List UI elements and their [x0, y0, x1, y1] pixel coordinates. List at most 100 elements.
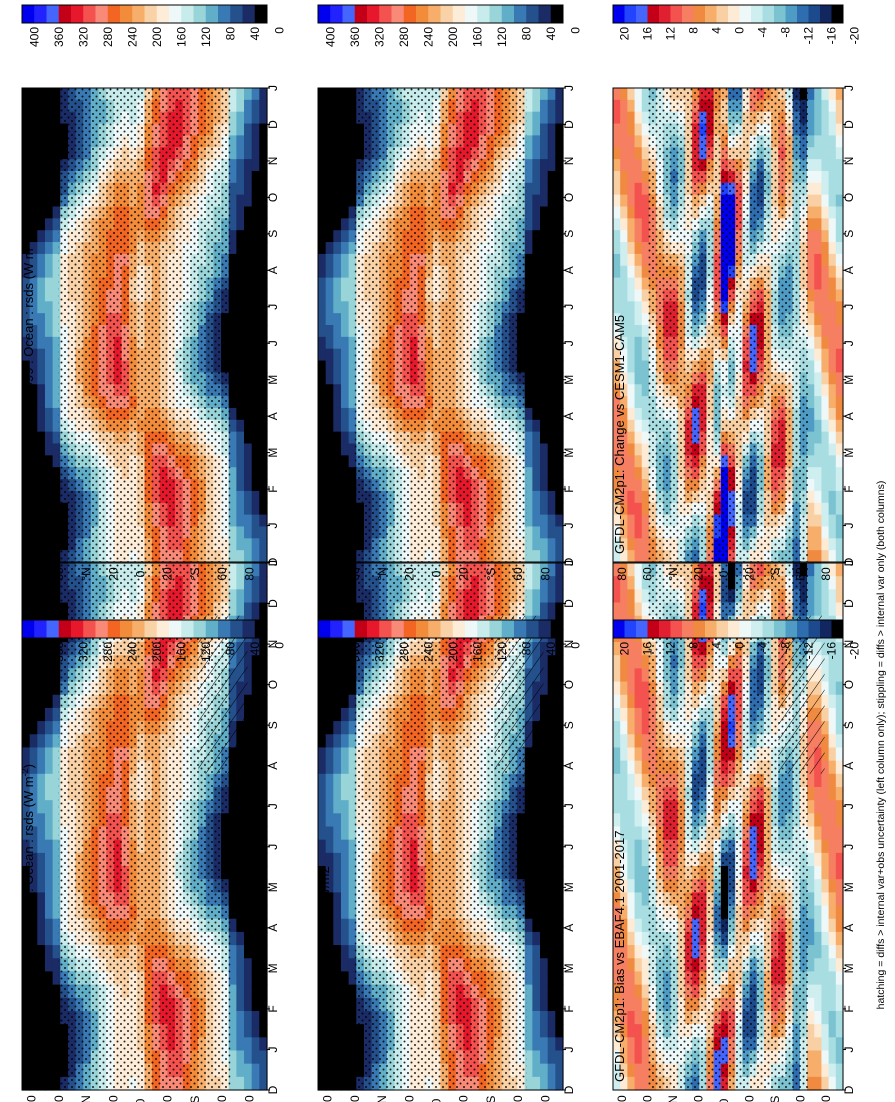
heat-cell	[333, 419, 342, 433]
heat-cell	[318, 372, 327, 385]
heat-cell	[37, 467, 46, 480]
heat-cell	[29, 526, 38, 539]
heat-cell	[228, 242, 237, 255]
heat-cell	[228, 253, 237, 267]
heat-cell	[236, 997, 245, 1012]
heat-cell	[259, 336, 268, 350]
heat-cell	[547, 563, 556, 577]
heat-cell	[52, 289, 61, 302]
heat-cell	[29, 958, 38, 973]
heat-cell	[236, 905, 245, 920]
heat-cell	[37, 1076, 46, 1091]
heat-cell	[340, 419, 350, 433]
heat-cell	[259, 681, 268, 696]
heat-cell	[348, 467, 357, 480]
heat-cell	[333, 443, 342, 456]
heat-cell	[251, 800, 260, 814]
heat-cell	[244, 1063, 253, 1078]
heat-cell	[340, 655, 350, 670]
heat-cell	[532, 852, 541, 867]
heat-cell	[524, 1037, 533, 1052]
heat-cell	[259, 984, 268, 999]
heat-cell	[244, 301, 253, 314]
heat-cell	[348, 576, 357, 590]
heat-cell	[540, 958, 549, 973]
heat-cell	[52, 336, 61, 350]
heat-cell	[251, 984, 260, 999]
heat-cell	[340, 289, 350, 302]
heat-cell	[325, 839, 334, 854]
heat-cell	[325, 88, 334, 101]
heat-cell	[318, 253, 327, 267]
month-tick-label: A	[562, 924, 576, 932]
heat-cell	[333, 931, 342, 946]
heat-cell	[318, 242, 327, 255]
lat-tick-label: °N	[375, 1095, 389, 1102]
heat-cell	[22, 997, 31, 1012]
heat-cell	[236, 918, 245, 933]
heat-cell	[251, 111, 260, 125]
heat-cell	[333, 135, 342, 148]
heat-cell	[37, 905, 46, 920]
heat-cell	[325, 502, 334, 516]
heat-cell	[236, 419, 245, 433]
heat-cell	[547, 813, 556, 828]
heat-cell	[524, 813, 533, 828]
heat-cell	[37, 707, 46, 722]
heat-cell	[547, 852, 556, 867]
heat-cell	[348, 1024, 357, 1038]
heat-cell	[228, 576, 237, 590]
heat-cell	[37, 514, 46, 528]
heat-cell	[29, 443, 38, 456]
heat-cell	[333, 668, 342, 683]
heat-cell	[318, 563, 327, 577]
heat-cell	[333, 348, 342, 362]
heat-cell	[29, 182, 38, 196]
heat-cell	[244, 170, 253, 184]
heat-cell	[340, 230, 350, 243]
heat-cell	[348, 800, 357, 814]
heat-cell	[228, 502, 237, 516]
heat-cell	[540, 786, 549, 801]
heat-cell	[251, 760, 260, 775]
heat-cell	[244, 879, 253, 893]
heat-cell	[29, 984, 38, 999]
heat-cell	[236, 931, 245, 946]
heat-cell	[22, 576, 31, 590]
heat-cell	[44, 325, 54, 338]
heat-cell	[29, 602, 38, 617]
heat-cell	[228, 277, 237, 291]
heat-cell	[22, 971, 31, 986]
heat-cell	[52, 313, 61, 326]
heat-cell	[325, 301, 334, 314]
heat-cell	[318, 384, 327, 397]
heat-cell	[29, 313, 38, 326]
heat-cell	[236, 879, 245, 893]
heat-cell	[325, 419, 334, 433]
lat-tick-label: 20	[402, 1095, 416, 1102]
heat-cell	[318, 1010, 327, 1025]
heat-cell	[251, 502, 260, 516]
heat-cell	[555, 1076, 564, 1091]
heat-cell	[251, 135, 260, 148]
heat-cell	[52, 576, 61, 590]
heat-cell	[333, 694, 342, 709]
heat-cell	[340, 1050, 350, 1065]
heat-cell	[29, 88, 38, 101]
heat-cell	[244, 773, 253, 788]
heat-cell	[259, 734, 268, 749]
heat-cell	[37, 301, 46, 314]
heat-cell	[251, 550, 260, 563]
heat-cell	[333, 277, 342, 291]
heat-cell	[251, 931, 260, 946]
heat-cell	[44, 1076, 54, 1091]
heat-cell	[44, 407, 54, 421]
heat-cell	[251, 265, 260, 279]
heat-cell	[244, 455, 253, 468]
heat-cell	[22, 455, 31, 468]
heat-cell	[251, 1076, 260, 1091]
heat-cell	[532, 905, 541, 920]
heat-cell	[228, 1076, 237, 1091]
heat-cell	[244, 277, 253, 291]
heat-cell	[547, 589, 556, 604]
